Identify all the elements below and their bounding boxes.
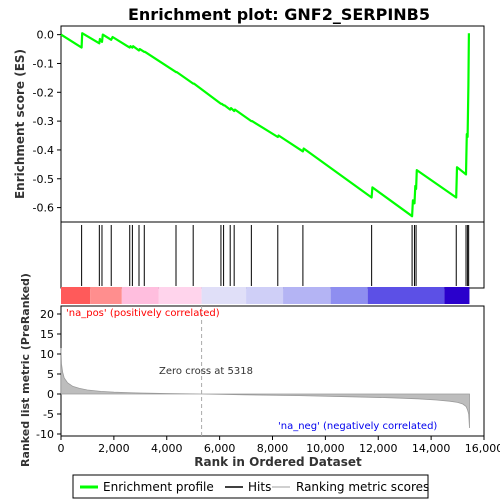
metric-y-ticks: 20 15 10 5 0 -5 -10 [36,308,61,441]
es-y-ticks: 0.0 -0.1 -0.2 -0.3 -0.4 -0.5 -0.6 [33,29,61,215]
rank-color-bar [61,287,470,304]
x-tick-label: 10,000 [306,442,345,455]
x-tick-label: 14,000 [412,442,451,455]
metric-profile-layer [60,306,470,436]
enrichment-profile-line [60,32,470,218]
color-bar-segment [246,287,284,304]
es-y-tick-label: -0.6 [33,202,54,215]
positive-label: 'na_pos' (positively correlated) [66,308,220,319]
color-bar-segment [444,287,470,304]
es-y-tick-label: -0.5 [33,173,54,186]
metric-y-tick-label: -5 [43,408,54,421]
x-tick-label: 4,000 [151,442,183,455]
metric-y-tick-label: 0 [47,388,54,401]
metric-y-tick-label: -10 [36,428,54,441]
legend-enrichment-label: Enrichment profile [103,480,214,494]
legend-frame [72,474,429,499]
legend-hits-label: Hits [248,480,271,494]
x-tick-label: 8,000 [257,442,289,455]
metric-y-tick-label: 15 [40,328,54,341]
x-tick-label: 12,000 [359,442,398,455]
x-tick-label: 16,000 [465,442,500,455]
negative-label: 'na_neg' (negatively correlated) [278,421,437,432]
es-y-tick-label: -0.3 [33,115,54,128]
es-y-tick-label: -0.1 [33,57,54,70]
x-axis-ticks: 0 2,000 4,000 6,000 8,000 10,000 12,000 14,000 1… [58,436,500,455]
color-bar-segment [61,287,91,304]
es-y-tick-label: -0.4 [33,144,54,157]
x-tick-label: 2,000 [98,442,130,455]
hits-panel-frame [60,221,485,289]
es-panel-frame [60,25,485,223]
zero-cross-label: Zero cross at 5318 [159,366,253,377]
legend: Enrichment profile Hits Ranking metric s… [72,474,429,499]
metric-y-tick-label: 5 [47,368,54,381]
es-y-axis-label: Enrichment score (ES) [13,49,27,199]
es-line-layer [60,32,470,218]
metric-y-axis-label: Ranked list metric (PreRanked) [19,273,32,467]
es-panel: 0.0 -0.1 -0.2 -0.3 -0.4 -0.5 -0.6 Enrichment s… [13,25,485,223]
legend-metric-label: Ranking metric scores [296,480,429,494]
ranking-metric-area [60,347,470,429]
metric-y-tick-label: 10 [40,348,54,361]
chart-title: Enrichment plot: GNF2_SERPINB5 [128,5,430,24]
color-bar-segment [283,287,331,304]
es-y-tick-label: -0.2 [33,86,54,99]
color-bar-segment [121,287,159,304]
hits-panel [60,221,485,304]
color-bar-segment [90,287,122,304]
x-tick-label: 6,000 [204,442,236,455]
metric-panel-frame [60,305,485,437]
color-bar-segment [158,287,202,304]
metric-panel: 20 15 10 5 0 -5 -10 'na_pos' (positively corre… [19,273,485,467]
hit-marks [81,225,470,286]
color-bar-segment [201,287,247,304]
color-bar-segment [330,287,368,304]
metric-y-tick-label: 20 [40,308,54,321]
es-y-tick-label: 0.0 [37,29,55,42]
x-axis-label: Rank in Ordered Dataset [194,455,362,469]
x-tick-label: 0 [58,442,65,455]
color-bar-segment [367,287,445,304]
